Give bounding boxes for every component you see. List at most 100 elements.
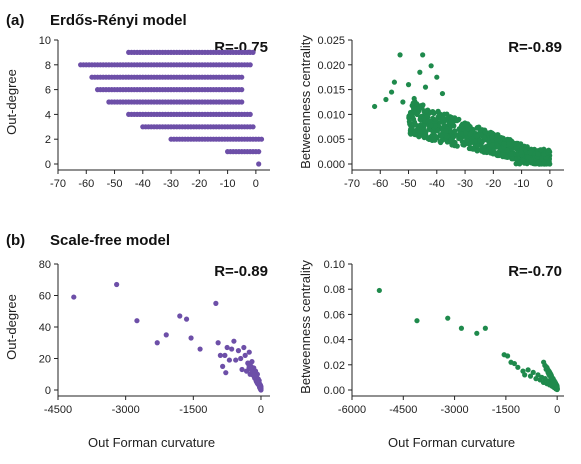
data-point: [545, 160, 551, 166]
data-point: [256, 149, 262, 155]
data-point: [407, 126, 414, 132]
panel-b-label: (b): [6, 232, 26, 249]
data-point: [434, 74, 440, 80]
y-tick-label: 20: [39, 354, 51, 366]
data-point: [376, 287, 382, 294]
x-tick-label: -30: [457, 178, 473, 190]
data-point: [239, 74, 245, 80]
data-point: [223, 370, 229, 376]
data-point: [449, 114, 455, 121]
x-tick-label: -6000: [338, 404, 366, 416]
x-tick-label: 0: [547, 178, 553, 190]
data-point: [400, 99, 406, 105]
x-tick-label: -3000: [112, 404, 140, 416]
data-point: [417, 69, 423, 75]
data-point: [246, 363, 252, 369]
data-point: [233, 357, 239, 363]
data-point: [518, 149, 524, 155]
data-point: [511, 360, 518, 367]
data-point: [414, 318, 420, 324]
data-point: [541, 151, 547, 157]
data-point: [501, 141, 507, 147]
x-tick-label: -40: [429, 178, 445, 190]
data-point: [448, 137, 454, 143]
data-point: [408, 131, 414, 137]
data-point: [525, 367, 531, 373]
chart-3: 0 20 40 60 80 -4500 -3000 -1500 0 Out-degree R=-0.…: [4, 259, 270, 416]
data-point: [504, 353, 511, 359]
data-point: [412, 122, 419, 128]
data-point: [466, 141, 473, 147]
data-point: [458, 131, 464, 137]
data-point: [489, 130, 495, 136]
data-point: [478, 132, 484, 138]
data-point: [251, 372, 257, 378]
data-point: [414, 111, 420, 118]
data-point: [458, 136, 464, 142]
data-point: [425, 136, 431, 142]
x-tick-label: -20: [485, 178, 501, 190]
x-tick-label: -50: [401, 178, 417, 190]
data-point: [538, 147, 544, 153]
data-point: [439, 133, 445, 139]
y-tick-label: 0.10: [324, 259, 345, 271]
data-point: [224, 344, 230, 351]
panel-b-title: Scale-free model: [50, 232, 171, 249]
data-point: [495, 150, 501, 156]
data-point: [134, 318, 140, 324]
data-point: [405, 82, 412, 88]
correlation-annotation: R=-0.89: [508, 39, 562, 56]
data-point: [461, 142, 467, 148]
data-point: [467, 131, 473, 138]
data-point: [258, 136, 265, 142]
x-tick-label: -60: [78, 178, 94, 190]
data-point: [432, 133, 438, 139]
data-point: [527, 373, 534, 379]
chart-4: 0.00 0.02 0.04 0.06 0.08 0.10 -6000 -4500 -3000 -…: [298, 259, 564, 416]
data-point: [482, 148, 488, 154]
data-point: [439, 90, 446, 97]
data-point: [239, 366, 245, 373]
x-tick-label: -1500: [492, 404, 520, 416]
data-point: [238, 355, 244, 362]
data-point: [249, 359, 255, 365]
data-point: [226, 357, 233, 363]
data-point: [428, 63, 434, 69]
panel-a-title: Erdős-Rényi model: [50, 12, 187, 29]
data-point: [428, 122, 434, 128]
data-point: [443, 128, 449, 134]
data-point: [231, 338, 237, 344]
data-point: [494, 132, 500, 138]
y-axis-label: Out-degree: [4, 69, 19, 135]
data-point: [246, 349, 252, 355]
data-point: [478, 143, 484, 149]
y-tick-label: 0.020: [317, 60, 345, 72]
data-point: [474, 143, 481, 149]
data-point: [448, 119, 454, 125]
data-point: [506, 141, 512, 147]
data-point: [535, 372, 541, 378]
data-point: [445, 315, 451, 321]
data-point: [489, 134, 495, 140]
data-point: [183, 316, 190, 322]
data-point: [423, 129, 429, 135]
data-point: [241, 344, 247, 351]
y-tick-label: 4: [45, 109, 51, 121]
data-point: [515, 364, 521, 370]
data-point: [412, 131, 418, 138]
data-point: [438, 119, 444, 125]
data-point: [213, 300, 219, 306]
data-point: [546, 147, 552, 153]
data-point: [217, 352, 223, 358]
y-tick-label: 0: [45, 385, 51, 397]
data-point: [452, 128, 458, 134]
y-tick-label: 0.015: [317, 85, 345, 97]
x-tick-label: -1500: [179, 404, 207, 416]
data-point: [504, 154, 511, 161]
y-tick-label: 2: [45, 134, 51, 146]
y-tick-label: 0.04: [324, 335, 345, 347]
data-point: [527, 150, 533, 156]
